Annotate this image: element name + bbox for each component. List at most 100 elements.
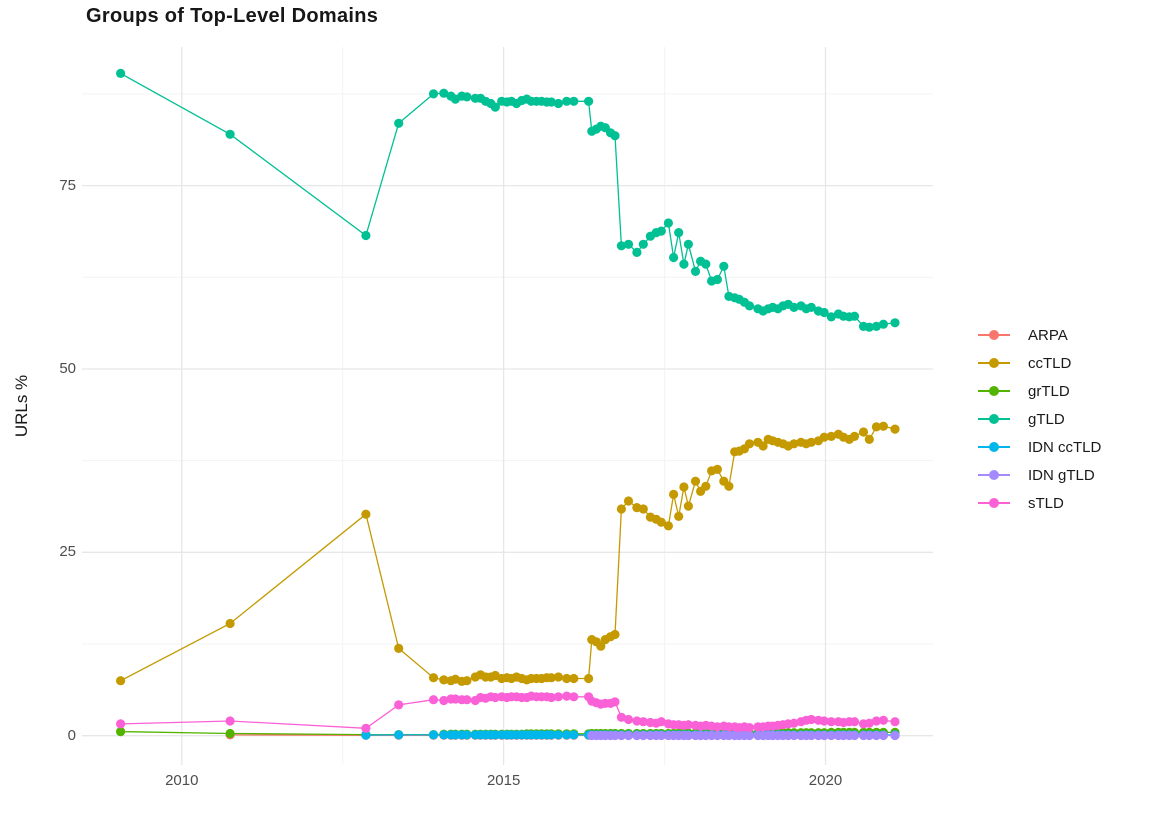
data-point-sTLD [638,717,648,727]
data-point-IDN-gTLD [656,730,666,741]
data-point-gTLD [712,274,723,285]
data-point-IDN-gTLD [849,730,860,741]
data-point-ccTLD [225,618,235,629]
data-point-gTLD [569,96,579,106]
data-point-sTLD [225,716,235,726]
legend-marker-dot [989,330,999,340]
data-point-ccTLD [623,496,634,506]
legend-label: ARPA [1028,326,1068,344]
data-point-IDN-gTLD [712,730,723,741]
data-point-IDN-ccTLD [569,730,579,740]
data-point-gTLD [826,312,836,322]
data-point-gTLD [669,252,679,263]
data-point-IDN-gTLD [878,730,889,741]
data-point-IDN-gTLD [632,730,642,741]
series-line-gTLD [120,72,896,328]
legend-item-gTLD: gTLD [978,405,1101,433]
data-point-gTLD [663,218,674,228]
data-point-sTLD [616,712,627,722]
data-point-grTLD [225,728,235,739]
legend-item-grTLD: grTLD [978,377,1101,405]
legend-marker [978,358,1010,368]
data-point-ccTLD [871,422,882,432]
data-point-ccTLD [890,424,900,434]
data-point-sTLD [394,700,404,710]
data-point-ccTLD [656,517,666,527]
legend-marker [978,442,1010,452]
data-point-sTLD [864,718,874,728]
legend-marker-dot [989,358,999,368]
data-point-gTLD [394,118,404,128]
data-point-IDN-ccTLD [428,730,439,740]
data-point-IDN-gTLD [623,730,634,741]
data-point-IDN-ccTLD [361,730,371,740]
data-point-sTLD [878,715,889,725]
data-point-IDN-gTLD [789,730,799,741]
data-point-sTLD [656,717,666,727]
data-point-ccTLD [562,673,572,684]
legend-marker [978,470,1010,480]
data-point-ccTLD [789,439,799,449]
legend-label: IDN ccTLD [1028,438,1102,456]
y-tick-label: 25 [59,543,76,561]
x-tick-label: 2010 [165,772,199,789]
data-point-IDN-gTLD [638,730,648,741]
data-point-gTLD [632,247,642,257]
data-point-sTLD [789,718,799,728]
data-point-gTLD [462,92,472,102]
legend-label: sTLD [1028,494,1064,512]
data-point-gTLD [690,266,701,276]
data-point-IDN-ccTLD [450,730,460,740]
data-point-ccTLD [679,482,689,492]
data-point-ccTLD [596,641,606,651]
data-point-IDN-gTLD [744,730,755,741]
data-point-gTLD [683,239,694,249]
y-tick-label: 50 [59,359,76,377]
data-point-ccTLD [361,509,371,519]
legend-item-IDN-gTLD: IDN gTLD [978,461,1101,489]
data-point-gTLD [361,230,371,241]
data-point-ccTLD [683,501,694,511]
data-point-IDN-gTLD [826,730,836,741]
data-point-ccTLD [758,441,768,451]
data-point-gTLD [789,302,799,312]
data-point-gTLD [878,319,889,329]
data-point-sTLD [439,695,449,706]
legend-label: ccTLD [1028,354,1072,372]
data-point-IDN-gTLD [864,730,874,741]
data-point-gTLD [849,311,860,321]
series-line-ccTLD [120,425,896,683]
data-point-gTLD [744,301,755,311]
data-point-IDN-ccTLD [394,730,404,740]
legend-item-IDN-ccTLD: IDN ccTLD [978,433,1101,461]
data-point-sTLD [890,717,900,727]
data-point-ccTLD [439,675,449,685]
data-point-sTLD [116,719,126,729]
data-point-ccTLD [569,673,579,684]
data-point-IDN-gTLD [890,730,900,741]
data-point-gTLD [890,318,900,328]
legend-item-sTLD: sTLD [978,489,1101,517]
legend-marker-dot [989,414,999,424]
data-point-IDN-gTLD [683,730,694,741]
data-point-IDN-gTLD [616,730,627,741]
legend-item-ccTLD: ccTLD [978,349,1101,377]
data-point-sTLD [569,692,579,702]
data-point-sTLD [871,716,882,726]
legend-marker [978,498,1010,508]
data-point-ccTLD [584,673,594,684]
data-point-ccTLD [674,511,684,521]
data-point-IDN-ccTLD [546,730,556,740]
data-point-gTLD [225,129,235,139]
data-point-gTLD [674,228,684,238]
legend-marker-dot [989,442,999,452]
data-point-IDN-ccTLD [490,730,500,740]
x-tick-label: 2015 [486,772,521,789]
data-point-ccTLD [849,431,860,441]
legend-item-ARPA: ARPA [978,321,1101,349]
data-point-gTLD [623,239,634,249]
legend-marker [978,330,1010,340]
data-point-IDN-ccTLD [562,730,572,740]
legend: ARPA ccTLD grTLD gTLD IDN ccTLD IDN gTLD sTLD [978,321,1101,517]
legend-marker [978,414,1010,424]
